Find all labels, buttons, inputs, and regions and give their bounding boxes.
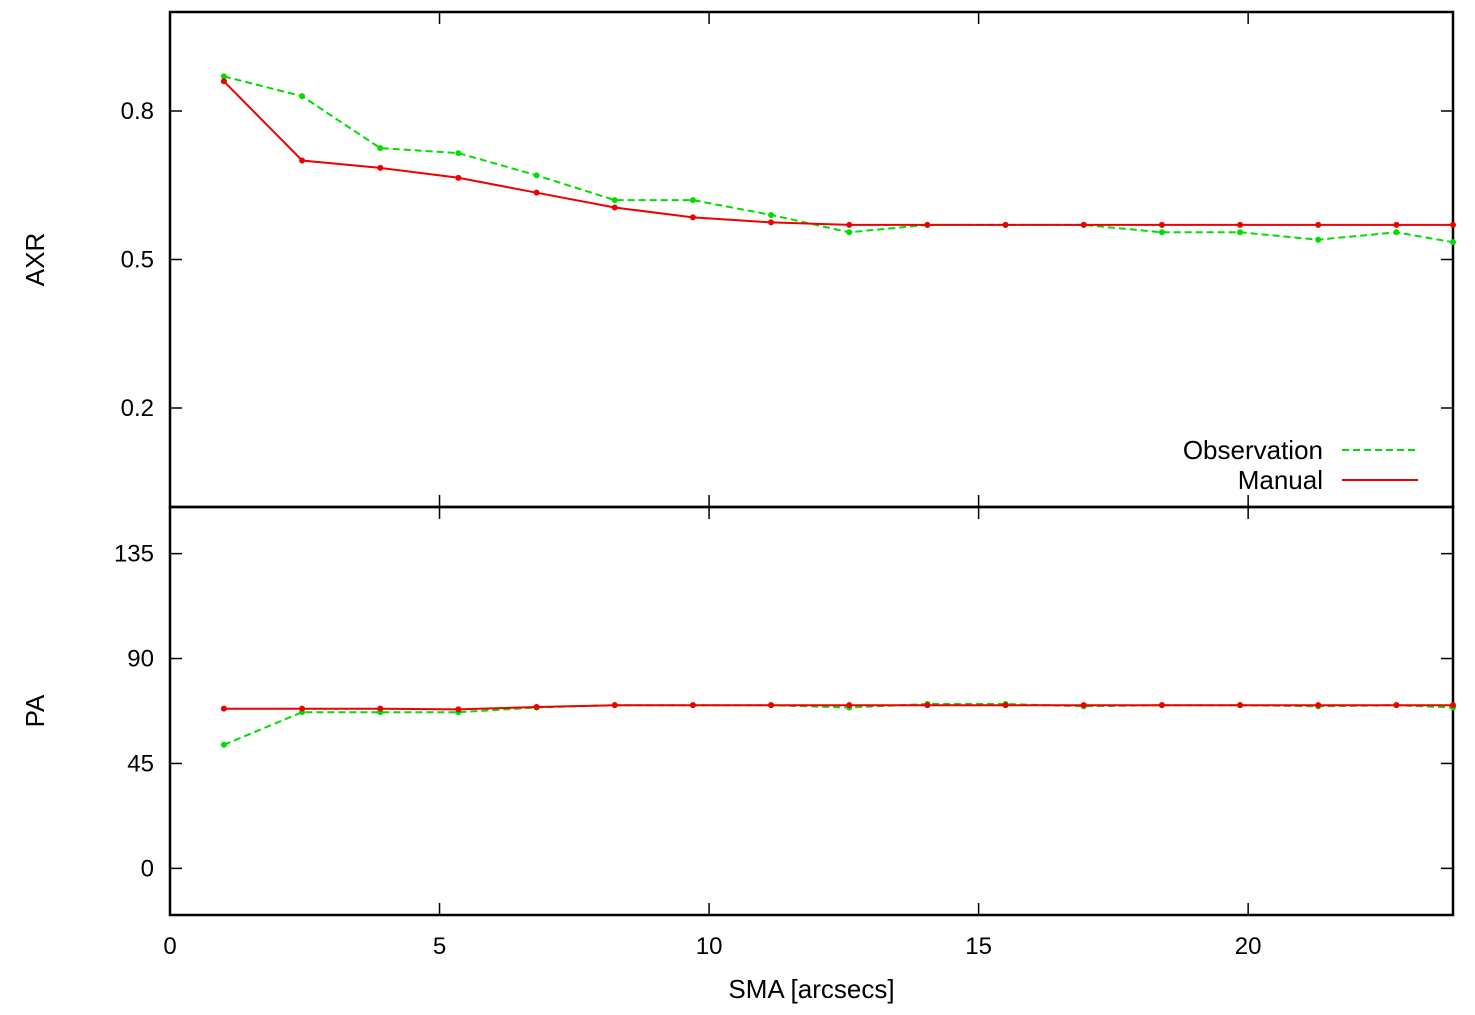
pa-manual-point [611,702,618,709]
x-tick-label: 20 [1235,933,1262,960]
axr-manual-point [1237,221,1244,228]
pa-ytick-label: 90 [127,646,154,673]
axr-manual-point [1080,221,1087,228]
axr-series [220,73,1456,246]
pa-manual-point [533,704,540,711]
axr-manual-point [1158,221,1165,228]
axr-manual-point [1450,221,1456,228]
pa-panel-frame [168,505,1455,917]
x-tick-label: 15 [965,933,992,960]
pa-manual-point [1237,702,1244,709]
x-tick-label: 0 [163,933,176,960]
axr-observation-point [455,150,462,157]
pa-manual-point [924,702,931,709]
axr-observation-point [846,229,853,236]
axr-ytick-label: 0.2 [121,395,154,422]
pa-series [220,701,1456,748]
x-tick-label: 10 [696,933,723,960]
axr-observation-point [299,93,306,100]
pa-manual-point [220,705,227,712]
axr-observation-point [1158,229,1165,236]
axr-observation-point [1393,229,1400,236]
pa-manual-point [1002,702,1009,709]
pa-manual-point [1158,702,1165,709]
pa-manual-point [1315,702,1322,709]
axr-manual-point [533,189,540,196]
legend-label-observation: Observation [1183,435,1323,465]
pa-ytick-label: 45 [127,750,154,777]
axr-observation-point [533,172,540,179]
axr-manual-point [1393,221,1400,228]
pa-manual-point [377,705,384,712]
axr-manual-point [220,78,227,85]
pa-panel: 0 45 90 135 0 5 10 15 20 PA SMA [arcsecs] [20,505,1456,1004]
axr-manual-point [846,221,853,228]
axr-manual-point [768,219,775,226]
axr-axis-label: AXR [20,233,50,286]
pa-ytick-label: 135 [114,541,154,568]
axr-observation-point [689,197,696,204]
axr-observation-point [1237,229,1244,236]
axr-manual-point [1002,221,1009,228]
axr-manual-point [1315,221,1322,228]
pa-manual-point [299,705,306,712]
pa-observation-point [220,741,227,748]
axr-observation-point [220,73,227,80]
pa-manual-point [768,702,775,709]
pa-manual-point [1080,702,1087,709]
axr-observation-point [377,145,384,152]
axr-ytick-label: 0.8 [121,98,154,125]
pa-axis-label: PA [20,694,50,727]
x-tick-label: 5 [433,933,446,960]
axr-manual-point [455,174,462,181]
pa-ticks: 0 45 90 135 0 5 10 15 20 [114,507,1453,960]
axr-ticks: 0.2 0.5 0.8 [121,12,1453,507]
axr-manual-point [611,204,618,211]
pa-manual-point [846,702,853,709]
axr-observation-point [611,197,618,204]
axr-observation-point [768,211,775,218]
axr-manual-point [377,164,384,171]
axr-manual-point [689,214,696,221]
axr-observation-point [1315,236,1322,243]
axr-manual-point [924,221,931,228]
pa-manual-point [1393,702,1400,709]
legend-label-manual: Manual [1238,465,1323,495]
axr-manual-point [299,157,306,164]
axr-ytick-label: 0.5 [121,247,154,274]
pa-manual-point [689,702,696,709]
pa-ytick-label: 0 [141,855,154,882]
axr-observation-point [1450,239,1456,246]
pa-manual-point [1450,702,1456,709]
x-axis-label: SMA [arcsecs] [728,974,894,1004]
pa-manual-point [455,706,462,713]
